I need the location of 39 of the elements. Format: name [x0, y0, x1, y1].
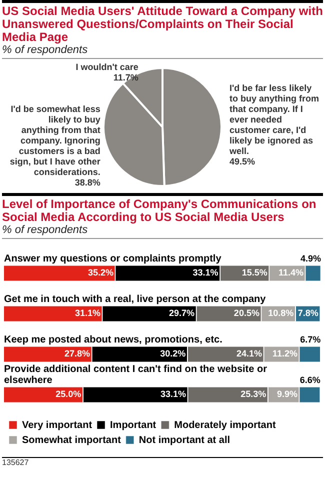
data-label: 33.1%	[160, 389, 186, 400]
data-label: 31.1%	[74, 308, 100, 318]
data-label: 29.7%	[169, 308, 195, 318]
legend-label: Somewhat important	[22, 434, 122, 446]
data-label: 38.8%	[74, 177, 100, 188]
data-label: 6.6%	[300, 375, 320, 386]
data-label: 11.2%	[272, 348, 298, 359]
y-tick-label: Keep me posted about news, promotions, etc.	[4, 334, 223, 346]
data-label: 20.5%	[234, 308, 260, 318]
slice-label: I'd be somewhat less likely to buy anything from that company. Ignoring customers is a bad sign, but I have other considerations.	[10, 104, 101, 177]
slice-label: I'd be far less likely to buy anything from that company. If I ever needed customer care, I'd likely be ignored as well.	[228, 82, 319, 156]
data-label: 35.2%	[88, 268, 114, 278]
chart-subtitle: % of respondents	[2, 44, 323, 59]
data-label: 15.5%	[242, 268, 268, 278]
y-tick-label: Get me in touch with a real, live person at the company	[4, 294, 266, 305]
chart-title: US Social Media Users' Attitude Toward a Company with Unanswered Questions/Complaints on Their Social Media Page	[2, 4, 323, 44]
data-label: 30.2%	[160, 348, 186, 359]
chart-title: Level of Importance of Company's Communications on Social Media According to US Social Media Users	[2, 197, 318, 224]
data-label: 9.9%	[276, 389, 298, 400]
chart-subtitle: % of respondents	[2, 224, 323, 239]
data-label: 24.1%	[236, 348, 262, 359]
data-label: 7.8%	[298, 308, 318, 318]
legend-label: Important	[110, 420, 157, 431]
data-label: 49.5%	[229, 156, 256, 166]
data-label: 27.8%	[64, 348, 90, 359]
data-label: 25.0%	[56, 389, 82, 400]
data-label: 11.4%	[278, 268, 304, 278]
text: 135627	[2, 457, 323, 467]
legend-label: Very important	[22, 420, 93, 431]
data-label: 10.8%	[268, 308, 294, 318]
data-label: 33.1%	[192, 268, 218, 278]
y-tick-label: Answer my questions or complaints promptly	[4, 254, 222, 264]
y-tick-label: Provide additional content I can't find on the website or elsewhere	[4, 364, 268, 386]
legend-label: Not important at all	[138, 434, 230, 446]
data-label: 4.9%	[300, 254, 321, 264]
data-label: 25.3%	[240, 389, 266, 400]
data-label: 6.7%	[300, 334, 321, 345]
legend-label: Moderately important	[174, 420, 276, 431]
slice-label: I wouldn't care	[76, 62, 138, 72]
